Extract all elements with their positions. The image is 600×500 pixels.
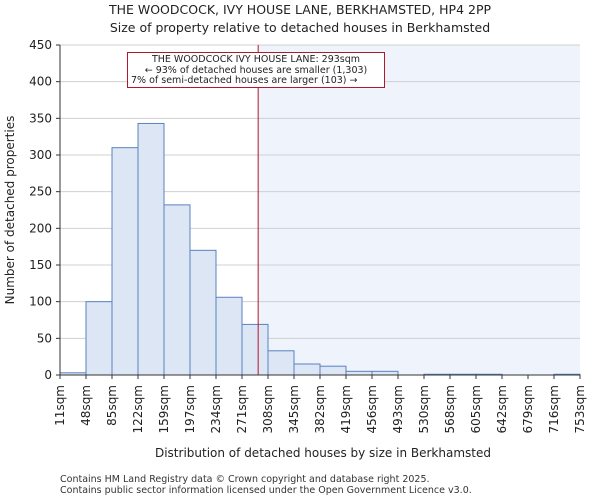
footer-line-1: Contains HM Land Registry data © Crown c… [60,474,430,485]
y-tick-label-9: 450 [29,38,52,52]
bar-382sqm [319,365,347,376]
x-tick-label-271sqm: 271sqm [235,385,249,433]
annotation-line-3: 7% of semi-detached houses are larger (1… [131,75,358,86]
x-tick-label-345sqm: 345sqm [287,385,301,433]
bar-419sqm [345,370,373,376]
y-tick-label-7: 350 [29,111,52,125]
y-tick-label-6: 300 [29,148,52,162]
bar-271sqm [241,323,269,376]
y-tick-label-0: 0 [44,368,52,382]
y-tick-label-1: 50 [37,331,52,345]
y-tick-label-3: 150 [29,258,52,272]
bar-345sqm [293,363,321,376]
bar-159sqm [163,204,191,376]
x-tick-label-11sqm: 11sqm [53,385,67,426]
y-tick-label-8: 400 [29,75,52,89]
x-tick-label-85sqm: 85sqm [105,385,119,426]
y-tick-label-4: 200 [29,221,52,235]
bar-234sqm [215,296,243,376]
chart-title: THE WOODCOCK, IVY HOUSE LANE, BERKHAMSTE… [108,2,492,17]
x-tick-label-48sqm: 48sqm [79,385,93,426]
x-axis-label: Distribution of detached houses by size … [155,446,491,460]
x-tick-label-159sqm: 159sqm [157,385,171,433]
highlight-region [258,45,580,375]
bar-122sqm [137,122,165,376]
x-tick-label-642sqm: 642sqm [495,385,509,433]
footer-line-2: Contains public sector information licen… [60,485,472,496]
bar-456sqm [371,370,399,376]
bar-197sqm [189,249,217,376]
annotation-line-2: ← 93% of detached houses are smaller (1,… [144,64,368,76]
x-tick-label-234sqm: 234sqm [209,385,223,433]
bar-85sqm [111,147,139,376]
x-tick-label-197sqm: 197sqm [183,385,197,433]
x-tick-label-456sqm: 456sqm [365,385,379,433]
x-tick-label-493sqm: 493sqm [391,385,405,433]
chart-subtitle: Size of property relative to detached ho… [109,20,491,35]
x-tick-label-568sqm: 568sqm [443,385,457,433]
x-tick-label-530sqm: 530sqm [417,385,431,433]
y-tick-label-2: 100 [29,295,52,309]
x-tick-label-382sqm: 382sqm [313,385,327,433]
y-tick-label-5: 250 [29,185,52,199]
y-axis-label: Number of detached properties [3,116,17,305]
x-tick-label-308sqm: 308sqm [261,385,275,433]
bar-308sqm [267,350,295,376]
x-tick-label-122sqm: 122sqm [131,385,145,433]
x-tick-label-753sqm: 753sqm [573,385,587,433]
x-tick-label-419sqm: 419sqm [339,385,353,433]
x-tick-label-605sqm: 605sqm [469,385,483,433]
bar-48sqm [85,301,113,376]
annotation-line-1: THE WOODCOCK IVY HOUSE LANE: 293sqm [151,54,361,65]
annotation-box: THE WOODCOCK IVY HOUSE LANE: 293sqm ← 93… [127,52,385,88]
x-tick-label-679sqm: 679sqm [521,385,535,433]
x-tick-label-716sqm: 716sqm [547,385,561,433]
